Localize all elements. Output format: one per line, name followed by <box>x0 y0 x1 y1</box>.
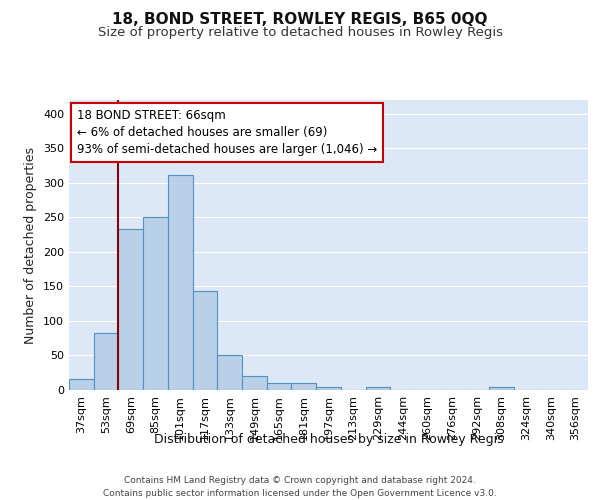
Bar <box>143 218 168 390</box>
Bar <box>168 176 193 390</box>
Bar <box>365 386 390 390</box>
Y-axis label: Number of detached properties: Number of detached properties <box>25 146 37 344</box>
Text: Contains HM Land Registry data © Crown copyright and database right 2024.: Contains HM Land Registry data © Crown c… <box>124 476 476 485</box>
Text: 18, BOND STREET, ROWLEY REGIS, B65 0QQ: 18, BOND STREET, ROWLEY REGIS, B65 0QQ <box>112 12 488 28</box>
Bar <box>217 356 242 390</box>
Bar <box>489 386 514 390</box>
Text: Distribution of detached houses by size in Rowley Regis: Distribution of detached houses by size … <box>154 432 503 446</box>
Bar <box>69 379 94 390</box>
Bar <box>193 292 217 390</box>
Text: 18 BOND STREET: 66sqm
← 6% of detached houses are smaller (69)
93% of semi-detac: 18 BOND STREET: 66sqm ← 6% of detached h… <box>77 108 377 156</box>
Bar <box>292 383 316 390</box>
Text: Contains public sector information licensed under the Open Government Licence v3: Contains public sector information licen… <box>103 489 497 498</box>
Bar <box>118 229 143 390</box>
Bar <box>267 383 292 390</box>
Bar <box>94 332 118 390</box>
Text: Size of property relative to detached houses in Rowley Regis: Size of property relative to detached ho… <box>97 26 503 39</box>
Bar <box>242 376 267 390</box>
Bar <box>316 386 341 390</box>
